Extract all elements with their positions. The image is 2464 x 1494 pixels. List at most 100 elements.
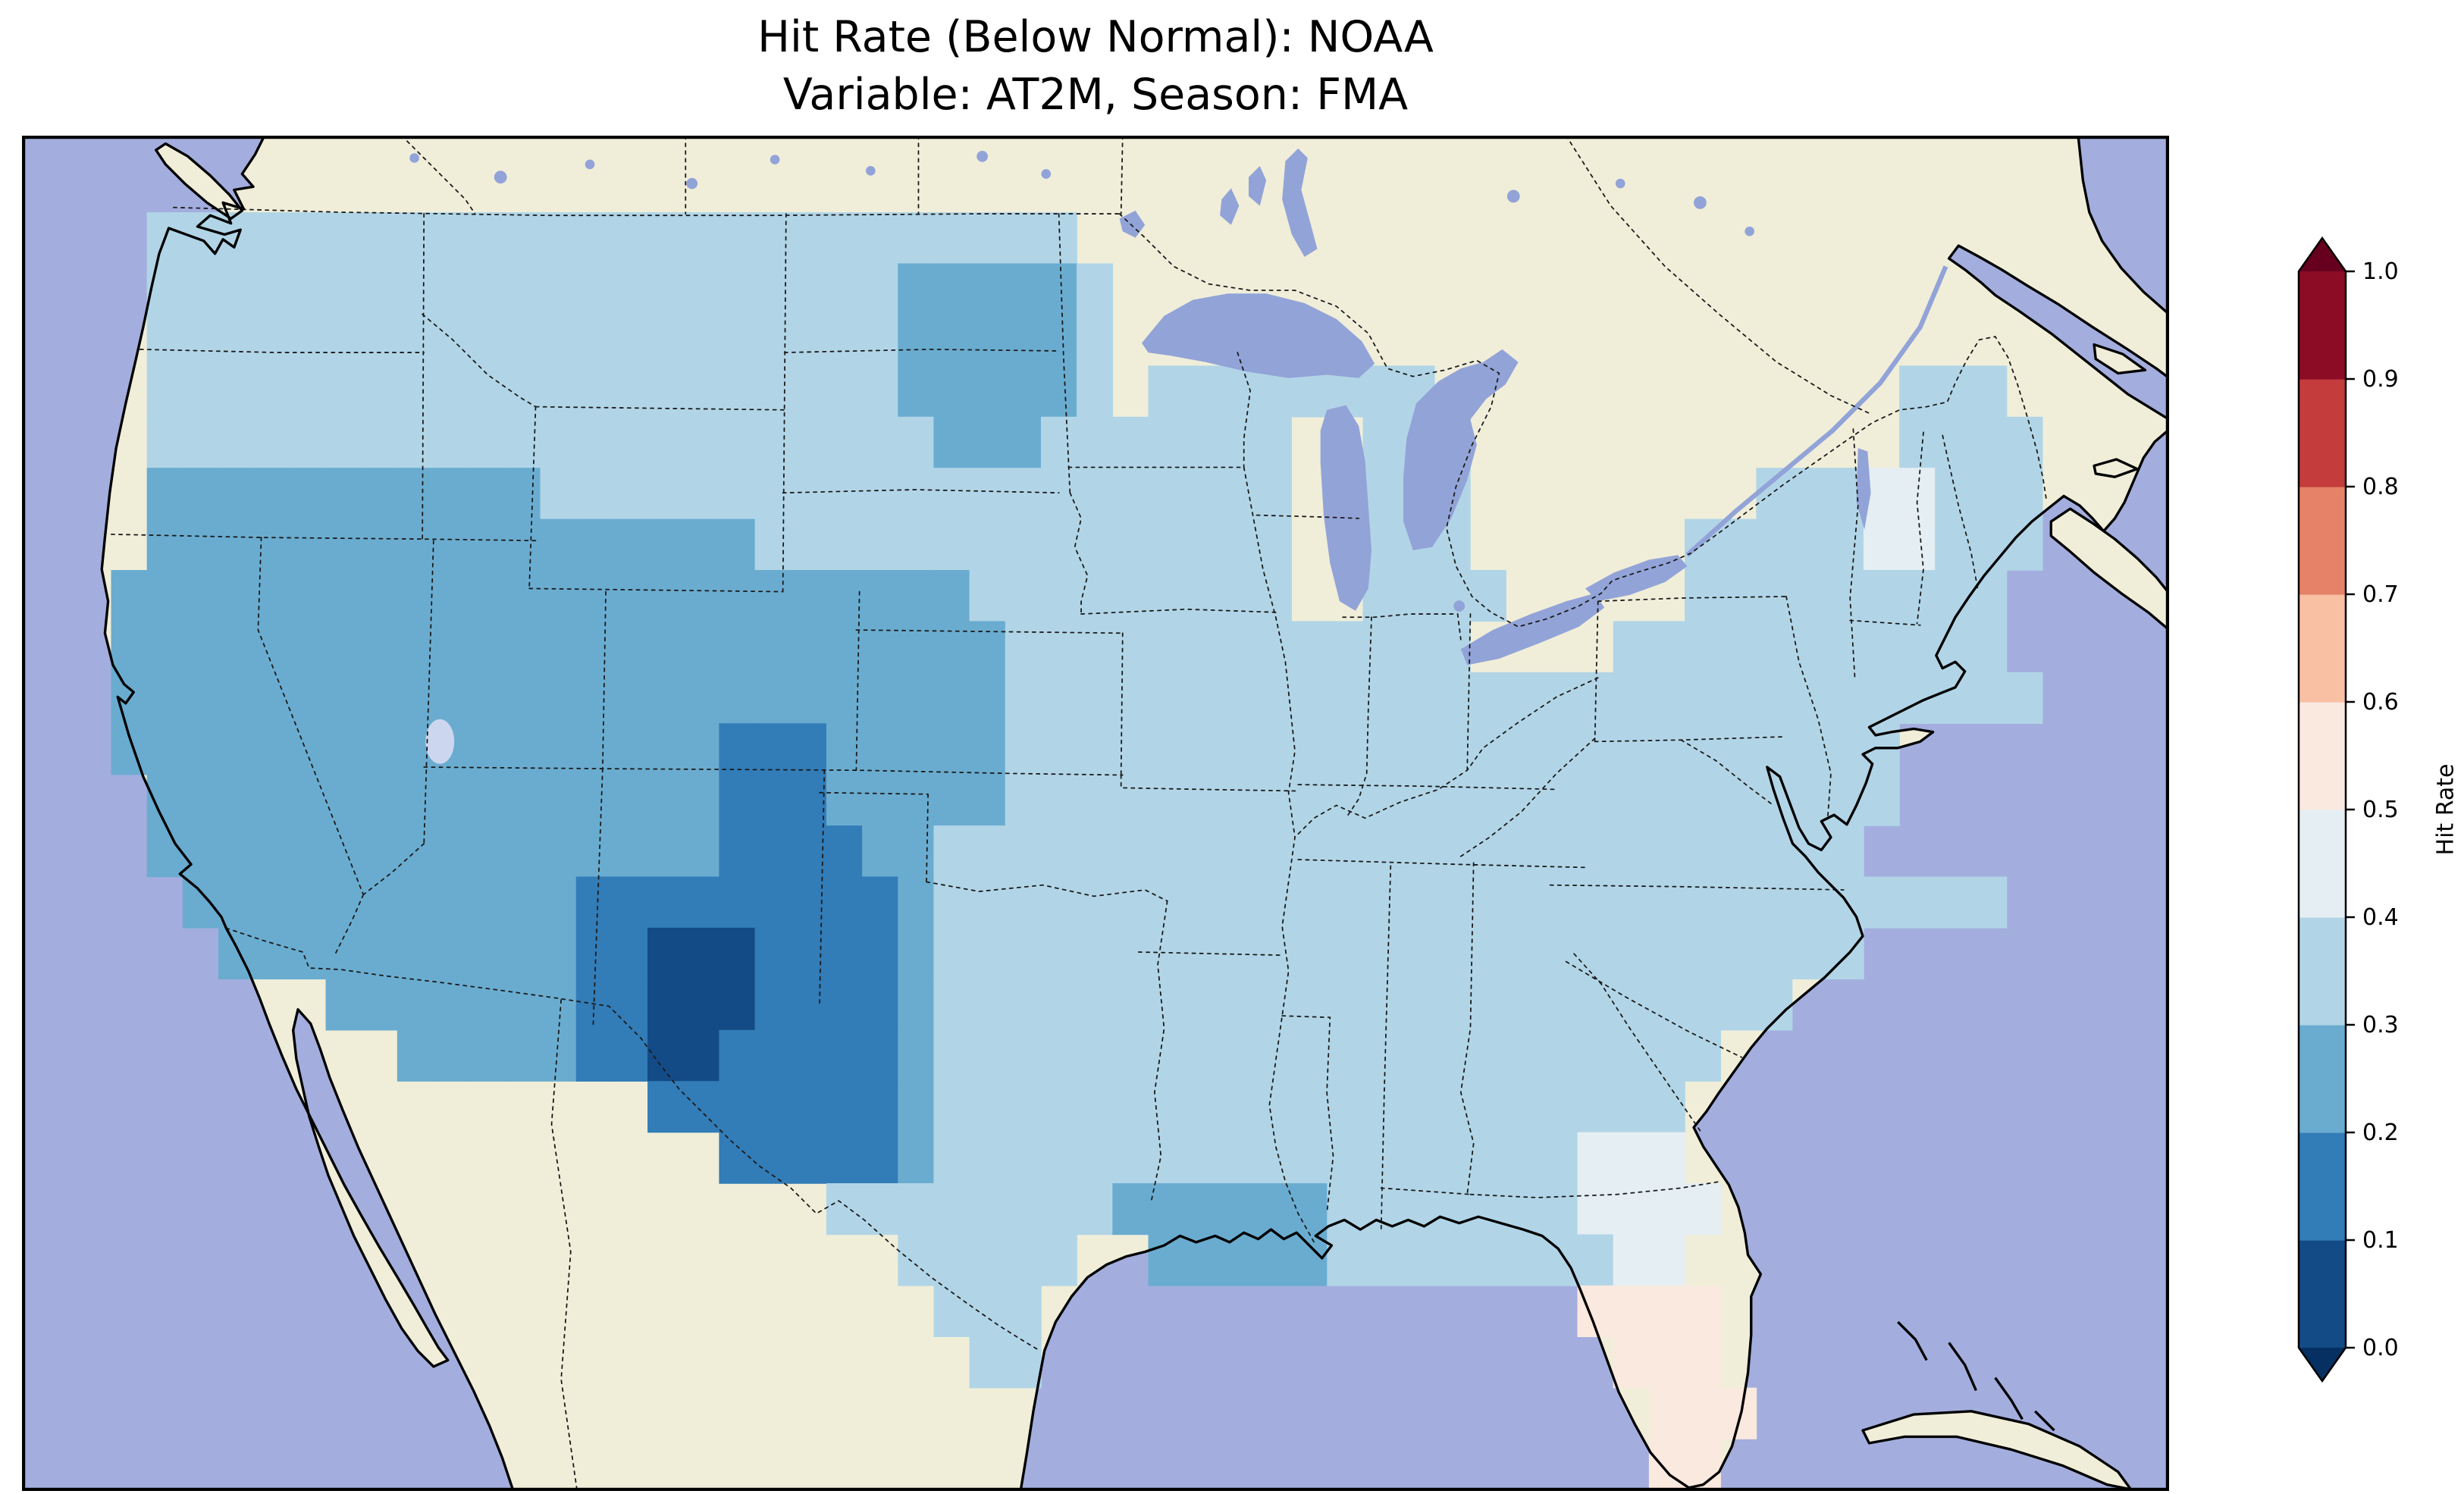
hit-rate-cell (1756, 518, 1793, 571)
hit-rate-cell (1434, 1029, 1471, 1082)
colorbar-segment (2299, 810, 2346, 918)
hit-rate-cell (1077, 876, 1114, 929)
hit-rate-cell (1327, 1081, 1364, 1133)
hit-rate-cell (1648, 672, 1685, 724)
hit-rate-cell (1112, 876, 1149, 929)
hit-rate-cell (790, 212, 827, 265)
hit-rate-cell (1362, 774, 1400, 826)
hit-rate-cell (1506, 1234, 1543, 1286)
hit-rate-cell (933, 468, 970, 520)
hit-rate-cell (647, 570, 684, 622)
hit-rate-cell (254, 263, 291, 315)
hit-rate-cell (611, 979, 648, 1031)
hit-rate-cell (1470, 672, 1506, 724)
bahamas-islands (1897, 1320, 2055, 1432)
hit-rate-cell (933, 570, 970, 622)
hit-rate-cell (1219, 468, 1256, 520)
hit-rate-cell (683, 416, 720, 468)
hit-rate-cell (325, 468, 362, 520)
hit-rate-cell (1219, 1234, 1256, 1286)
hit-rate-cell (1362, 621, 1400, 673)
hit-rate-cell (1863, 621, 1900, 673)
hit-rate-cell (1148, 774, 1185, 826)
hit-rate-cell (647, 468, 684, 520)
hit-rate-cell (1040, 314, 1077, 367)
hit-rate-cell (1685, 1183, 1721, 1236)
hit-rate-cell (1792, 518, 1829, 571)
hit-rate-cell (1434, 1183, 1471, 1236)
hit-rate-cell (754, 979, 792, 1031)
hit-rate-cell (1434, 1132, 1471, 1184)
hit-rate-cell (1577, 774, 1614, 826)
hit-rate-cell (1434, 979, 1471, 1031)
small-lake (977, 150, 988, 162)
hit-rate-cell (1541, 927, 1578, 980)
hit-rate-cell (683, 1081, 720, 1133)
hit-rate-cell (1219, 672, 1256, 724)
hit-rate-cell (1720, 876, 1757, 929)
hit-rate-cell (898, 979, 935, 1031)
hit-rate-cell (1077, 1081, 1114, 1133)
hit-rate-cell (504, 263, 541, 315)
hit-rate-cell (1183, 468, 1221, 520)
hit-rate-cell (1148, 876, 1185, 929)
hit-rate-cell (1792, 774, 1829, 826)
hit-rate-cell (1148, 365, 1185, 418)
hit-rate-cell (1148, 825, 1185, 878)
hit-rate-cell (397, 416, 434, 468)
hit-rate-cell (433, 416, 469, 468)
hit-rate-cell (1506, 927, 1543, 980)
hit-rate-cell (254, 927, 291, 980)
hit-rate-cell (433, 263, 469, 315)
hit-rate-cell (575, 570, 613, 622)
hit-rate-cell (290, 518, 327, 571)
hit-rate-cell (433, 365, 469, 418)
hit-rate-cell (1470, 774, 1506, 826)
hit-rate-cell (1613, 672, 1650, 724)
hit-rate-cell (361, 416, 398, 468)
hit-rate-cell (1112, 927, 1149, 980)
colorbar-tick-label: 0.6 (2362, 689, 2399, 716)
hit-rate-cell (611, 825, 648, 878)
hit-rate-cell (540, 416, 577, 468)
hit-rate-cell (1077, 825, 1114, 878)
hit-rate-cell (862, 1183, 899, 1236)
hit-rate-cell (969, 774, 1006, 826)
hit-rate-cell (504, 927, 541, 980)
hit-rate-cell (1219, 1029, 1256, 1082)
hit-rate-cell (575, 876, 613, 929)
small-lake (1694, 196, 1707, 209)
hit-rate-cell (862, 979, 899, 1031)
hit-rate-cell (325, 263, 362, 315)
hit-rate-cell (1935, 876, 1972, 929)
hit-rate-cell (1077, 468, 1114, 520)
hit-rate-cell (754, 927, 792, 980)
hit-rate-cell (1577, 927, 1614, 980)
hit-rate-cell (1648, 774, 1685, 826)
hit-rate-cell (397, 672, 434, 724)
hit-rate-cell (1613, 1336, 1650, 1389)
hit-rate-cell (647, 825, 684, 878)
hit-rate-cell (433, 212, 469, 265)
hit-rate-cell (218, 365, 255, 418)
hit-rate-cell (790, 621, 827, 673)
hit-rate-cell (540, 672, 577, 724)
hit-rate-cell (1112, 621, 1149, 673)
hit-rate-cell (218, 876, 255, 929)
hit-rate-cell (1219, 570, 1256, 622)
hit-rate-cell (469, 979, 506, 1031)
hit-rate-cell (719, 672, 756, 724)
hit-rate-cell (1970, 876, 2008, 929)
hit-rate-cell (1827, 672, 1864, 724)
hit-rate-cell (575, 365, 613, 418)
hit-rate-cell (1613, 1285, 1650, 1338)
hit-rate-cell (1434, 927, 1471, 980)
hit-rate-cell (1005, 518, 1042, 571)
hit-rate-cell (1040, 927, 1077, 980)
hit-rate-cell (2006, 672, 2043, 724)
hit-rate-cell (1291, 1029, 1328, 1082)
hit-rate-cell (1470, 876, 1506, 929)
hit-rate-cell (1792, 723, 1829, 775)
hit-rate-cell (1613, 979, 1650, 1031)
